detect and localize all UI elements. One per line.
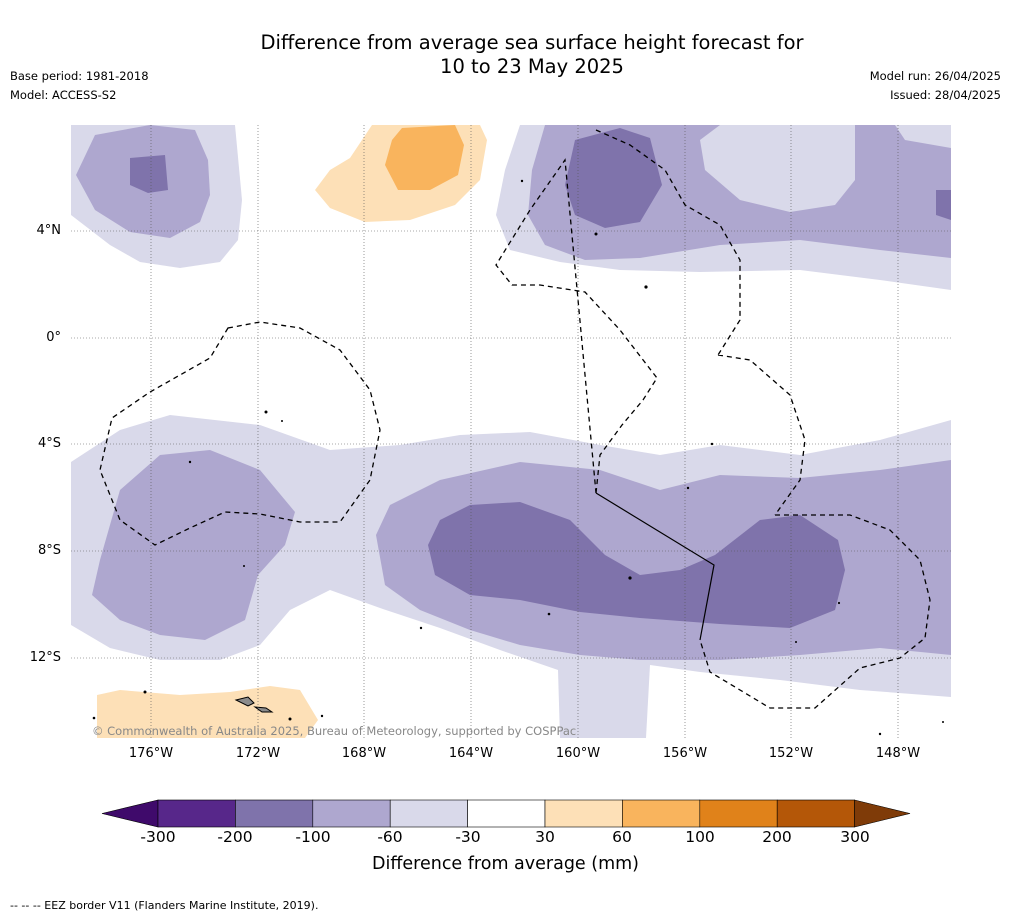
colorbar-bin (544, 799, 623, 828)
colorbar-bin (389, 799, 468, 828)
anomaly-region-south-west-mid (92, 450, 295, 640)
colorbar-tick: -30 (455, 828, 481, 846)
colorbar-bin (699, 799, 778, 828)
anomaly-core-south (428, 502, 845, 628)
colorbar-tick: -100 (295, 828, 331, 846)
eez-border-tokelau (99, 321, 381, 546)
lon-label-156w: 156°W (662, 746, 708, 761)
eez-border-shared-line (595, 492, 715, 641)
colorbar-tick: 30 (535, 828, 555, 846)
colorbar-bin (157, 799, 236, 828)
lon-label-160w: 160°W (555, 746, 601, 761)
lon-label-172w: 172°W (235, 746, 281, 761)
issued-text: Issued: 28/04/2025 (890, 88, 1001, 102)
lat-label-4n: 4°N (36, 223, 62, 238)
eez-border-cook-islands (699, 514, 931, 709)
colorbar-extend-high (854, 799, 911, 828)
model-run-text: Model run: 26/04/2025 (869, 69, 1001, 83)
lat-label-12s: 12°S (29, 650, 61, 665)
island-samoa (234, 696, 255, 707)
map-layers (71, 125, 951, 738)
colorbar-tick: 100 (685, 828, 715, 846)
title-line-1: Difference from average sea surface heig… (260, 31, 804, 54)
colorbar (101, 799, 911, 828)
colorbar-bin (235, 799, 314, 828)
lon-label-176w: 176°W (128, 746, 174, 761)
lon-label-148w: 148°W (875, 746, 921, 761)
copyright-credit: © Commonwealth of Australia 2025, Bureau… (92, 724, 577, 738)
colorbar-tick: 60 (612, 828, 632, 846)
colorbar-extend-low (101, 799, 159, 828)
lat-label-8s: 8°S (37, 543, 61, 558)
colorbar-tick: -300 (140, 828, 176, 846)
colorbar-tick: -60 (377, 828, 403, 846)
meta-right: Model run: 26/04/2025 Issued: 28/04/2025 (870, 67, 1001, 105)
map-title: Difference from average sea surface heig… (0, 31, 1011, 79)
eez-border-kiribati-phoenix (495, 129, 806, 516)
lon-label-168w: 168°W (341, 746, 387, 761)
meta-left: Base period: 1981-2018 Model: ACCESS-S2 (10, 67, 149, 105)
colorbar-bin (622, 799, 701, 828)
colorbar-tick: -200 (217, 828, 253, 846)
base-period-text: Base period: 1981-2018 (10, 69, 149, 83)
title-line-2: 10 to 23 May 2025 (440, 55, 624, 78)
anomaly-core-north-central (565, 128, 662, 228)
lat-label-0: 0° (46, 330, 61, 345)
colorbar-label: Difference from average (mm) (371, 854, 640, 874)
positive-anomaly-south-west (97, 686, 318, 738)
small-islands (92, 179, 944, 736)
graticule (71, 125, 951, 738)
positive-anomaly-north-core (385, 125, 464, 190)
eez-footnote: -- -- -- EEZ border V11 (Flanders Marine… (10, 899, 319, 912)
island-samoa-east (253, 706, 274, 713)
colorbar-bin (312, 799, 391, 828)
lon-label-164w: 164°W (448, 746, 494, 761)
eez-borders (99, 129, 931, 709)
eez-solid-borders (595, 492, 715, 641)
model-text: Model: ACCESS-S2 (10, 88, 117, 102)
anomaly-core-north-east-edge (936, 190, 951, 220)
lon-label-152w: 152°W (768, 746, 814, 761)
colorbar-tick: 200 (762, 828, 792, 846)
anomaly-hole-north-east (700, 125, 951, 212)
colorbar-tick: 300 (840, 828, 870, 846)
colorbar-bin (776, 799, 855, 828)
colorbar-bin (467, 799, 546, 828)
lat-label-4s: 4°S (37, 436, 61, 451)
anomaly-core-north-west (130, 155, 168, 193)
